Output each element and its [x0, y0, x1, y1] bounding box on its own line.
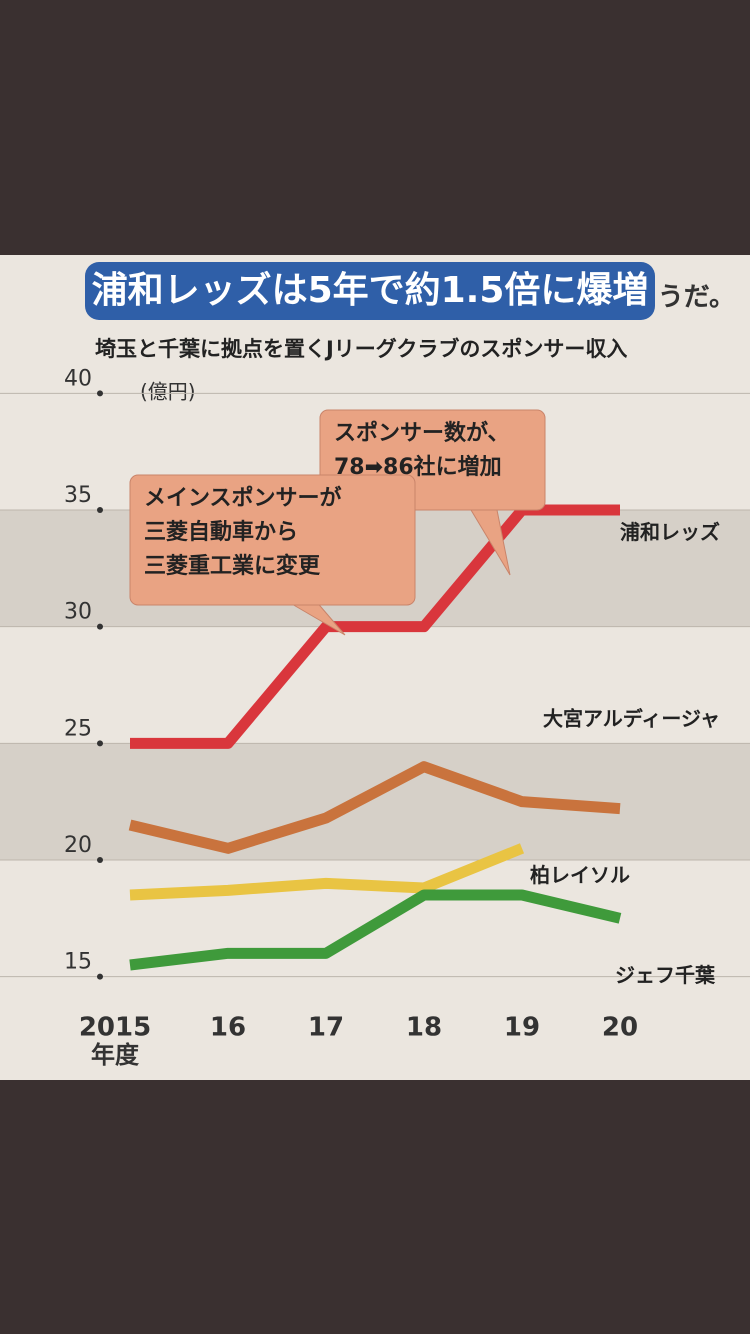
chart-title: 浦和レッズは5年で約1.5倍に爆増: [92, 269, 649, 311]
x-tick-label: 2015: [79, 1013, 151, 1043]
x-tick-label: 20: [602, 1013, 638, 1043]
band: [0, 743, 750, 860]
y-tick-label: 20: [64, 833, 92, 858]
tick-dot: [97, 507, 103, 513]
annotation-line: スポンサー数が、: [334, 420, 510, 446]
legend-label: 柏レイソル: [530, 863, 630, 887]
x-tick-label: 19: [504, 1013, 540, 1043]
y-tick-label: 30: [64, 600, 92, 625]
x-tick-label: 18: [406, 1013, 442, 1043]
series-line: [129, 843, 525, 901]
paper: [0, 255, 750, 1080]
tick-dot: [97, 740, 103, 747]
x-tick-label: 16: [210, 1013, 246, 1043]
x-tick-label: 17: [308, 1013, 344, 1043]
legend-label: ジェフ千葉: [615, 963, 716, 987]
tick-dot: [97, 390, 103, 397]
callout-box: [129, 474, 416, 606]
y-tick-label: 25: [64, 716, 92, 741]
tick-dot: [97, 623, 103, 630]
chart-subtitle: 埼玉と千葉に拠点を置くJリーグクラブのスポンサー収入: [95, 337, 627, 361]
y-unit: (億円): [140, 380, 196, 404]
series-line: [128, 761, 621, 854]
annotation-line: 三菱自動車から: [144, 519, 298, 545]
tick-dot: [97, 973, 103, 980]
tick-dot: [97, 857, 103, 863]
x-axis-label: 年度: [91, 1041, 140, 1069]
title-box: [85, 262, 655, 320]
annotation-line: 三菱重工業に変更: [144, 553, 321, 579]
legend-label: 浦和レッズ: [620, 520, 720, 544]
y-tick-label: 40: [64, 366, 92, 391]
series-line: [129, 889, 622, 971]
legend-label: 大宮アルディージャ: [543, 707, 720, 731]
y-tick-label: 15: [64, 950, 92, 975]
annotation-line: メインスポンサーが: [144, 485, 342, 511]
y-tick-label: 35: [64, 483, 92, 508]
